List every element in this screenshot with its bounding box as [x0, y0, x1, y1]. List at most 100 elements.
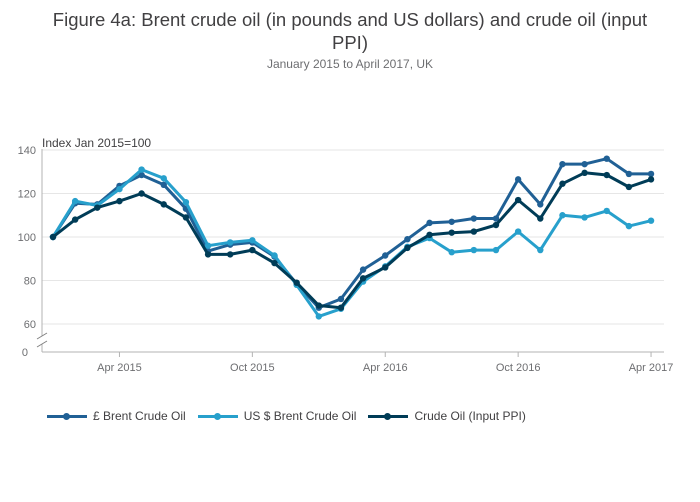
chart-subtitle: January 2015 to April 2017, UK	[266, 57, 434, 71]
axis-break-mark	[36, 340, 48, 348]
legend-swatch	[197, 408, 238, 424]
series-3	[49, 169, 655, 311]
data-point[interactable]	[470, 228, 478, 235]
data-point[interactable]	[514, 228, 522, 235]
data-point[interactable]	[404, 235, 411, 243]
legend-swatch	[47, 408, 87, 424]
series-line	[51, 157, 651, 310]
data-point[interactable]	[315, 302, 322, 309]
data-point[interactable]	[182, 214, 190, 221]
data-point[interactable]	[116, 185, 123, 193]
chart-title-line-1: Figure 4a: Brent crude oil (in pounds an…	[52, 9, 648, 30]
data-point[interactable]	[492, 221, 500, 229]
data-point[interactable]	[647, 170, 655, 178]
legend-label: US $ Brent Crude Oil	[243, 409, 357, 423]
data-point[interactable]	[559, 160, 566, 168]
x-tick-label: Oct 2015	[230, 362, 275, 374]
data-point[interactable]	[625, 183, 633, 191]
data-point[interactable]	[138, 171, 145, 179]
data-point[interactable]	[514, 196, 522, 204]
data-point[interactable]	[382, 264, 389, 271]
data-point[interactable]	[426, 231, 433, 239]
data-point[interactable]	[625, 170, 633, 178]
data-point[interactable]	[448, 249, 455, 256]
data-point[interactable]	[426, 219, 433, 227]
data-point[interactable]	[227, 251, 234, 258]
data-point[interactable]	[470, 246, 478, 254]
data-point[interactable]	[647, 176, 655, 183]
data-point[interactable]	[537, 246, 544, 254]
data-point[interactable]	[71, 216, 79, 223]
data-point[interactable]	[160, 181, 167, 188]
y-tick-label: 80	[24, 276, 36, 288]
data-point[interactable]	[271, 259, 278, 267]
data-point[interactable]	[581, 169, 588, 177]
data-point[interactable]	[448, 218, 455, 225]
x-tick-label: Apr 2017	[629, 362, 674, 374]
data-point[interactable]	[581, 214, 588, 221]
data-point[interactable]	[138, 166, 145, 173]
data-point[interactable]	[448, 229, 455, 236]
data-point[interactable]	[359, 275, 367, 282]
x-tick-label: Oct 2016	[496, 362, 541, 374]
data-point[interactable]	[559, 180, 566, 187]
legend-swatch	[368, 408, 409, 424]
data-point[interactable]	[382, 252, 389, 259]
axes: 140 120 100 80 60 0 Apr 2015 Oct 2015 Apr 2016 Oc…	[18, 145, 674, 374]
data-point[interactable]	[470, 215, 478, 222]
data-point[interactable]	[514, 176, 522, 183]
data-point[interactable]	[647, 217, 655, 224]
data-point[interactable]	[603, 155, 610, 162]
data-point[interactable]	[249, 246, 256, 254]
y-tick-label: 140	[18, 145, 36, 157]
data-point[interactable]	[581, 160, 588, 168]
data-point[interactable]	[49, 233, 57, 241]
series-2	[49, 166, 655, 320]
data-point[interactable]	[204, 251, 212, 258]
data-point[interactable]	[293, 279, 300, 286]
y-tick-label: 60	[24, 319, 36, 331]
data-point[interactable]	[537, 201, 544, 208]
data-point[interactable]	[625, 222, 633, 230]
data-point[interactable]	[603, 171, 610, 179]
data-point[interactable]	[337, 304, 345, 311]
chart-title-line-2: PPI)	[332, 32, 368, 53]
data-point[interactable]	[537, 215, 544, 222]
data-point[interactable]	[271, 252, 278, 259]
y-tick-label: 120	[18, 189, 36, 201]
x-tick-label: Apr 2016	[363, 362, 408, 374]
legend: £ Brent Crude Oil US $ Brent Crude Oil Cru…	[47, 408, 538, 424]
data-point[interactable]	[227, 239, 234, 246]
series-group	[49, 155, 655, 320]
data-point[interactable]	[138, 190, 145, 197]
data-point[interactable]	[404, 244, 411, 252]
data-point[interactable]	[492, 246, 500, 254]
series-line	[52, 171, 652, 310]
data-point[interactable]	[94, 204, 101, 211]
y-axis-label: Index Jan 2015=100	[42, 136, 151, 150]
data-point[interactable]	[249, 237, 256, 244]
data-point[interactable]	[160, 175, 167, 182]
data-point[interactable]	[559, 212, 566, 219]
y-tick-label: 100	[18, 232, 36, 244]
legend-item-3[interactable]: Crude Oil (Input PPI)	[368, 408, 526, 424]
chart-title: Figure 4a: Brent crude oil (in pounds an…	[0, 8, 700, 54]
data-point[interactable]	[204, 242, 212, 249]
legend-item-1[interactable]: £ Brent Crude Oil	[47, 408, 186, 424]
legend-label: Crude Oil (Input PPI)	[414, 409, 526, 423]
legend-item-2[interactable]: US $ Brent Crude Oil	[197, 408, 357, 424]
x-tick-label: Apr 2015	[97, 362, 142, 374]
data-point[interactable]	[492, 215, 500, 222]
legend-label: £ Brent Crude Oil	[93, 409, 186, 423]
series-1	[49, 155, 655, 311]
data-point[interactable]	[182, 199, 190, 206]
data-point[interactable]	[160, 201, 167, 208]
axis-break-mark	[36, 332, 48, 340]
data-point[interactable]	[315, 313, 322, 320]
data-point[interactable]	[337, 295, 345, 303]
data-point[interactable]	[116, 197, 123, 205]
data-point[interactable]	[71, 197, 79, 205]
data-point[interactable]	[359, 266, 367, 273]
data-point[interactable]	[603, 207, 610, 215]
